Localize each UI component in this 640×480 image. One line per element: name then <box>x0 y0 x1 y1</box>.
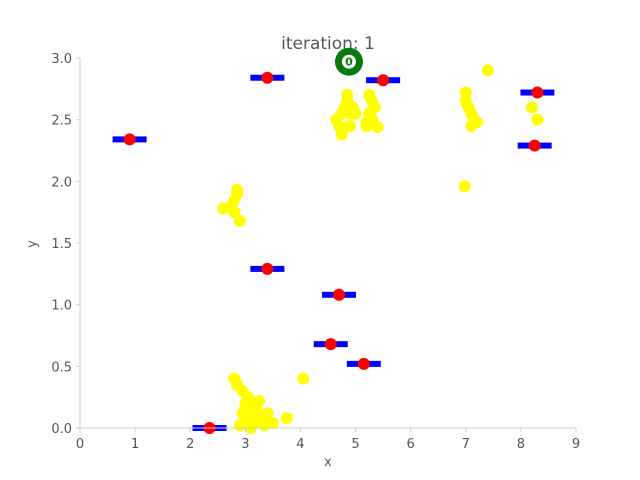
data-point <box>266 417 279 430</box>
y-tick-label: 2.5 <box>51 114 72 129</box>
y-tick-label: 3.0 <box>51 52 72 67</box>
x-tick-label: 7 <box>462 437 470 452</box>
green-marker-label: 0 <box>345 56 353 69</box>
data-point <box>253 394 266 407</box>
x-tick-label: 8 <box>517 437 525 452</box>
red-marker <box>333 288 346 301</box>
data-point <box>344 119 357 132</box>
data-point <box>360 116 373 129</box>
data-point <box>481 64 494 77</box>
y-tick-label: 0.5 <box>51 360 72 375</box>
y-tick-label: 1.0 <box>51 299 72 314</box>
data-point <box>242 391 255 404</box>
data-point <box>236 407 249 420</box>
data-point <box>458 180 471 193</box>
y-tick-label: 0.0 <box>51 422 72 437</box>
red-marker <box>261 71 274 84</box>
x-tick-label: 1 <box>131 437 139 452</box>
data-point <box>341 89 354 101</box>
x-axis-label: x <box>324 455 332 470</box>
data-point <box>531 113 544 126</box>
red-marker <box>531 86 544 99</box>
data-point <box>280 412 293 425</box>
red-marker <box>528 139 541 152</box>
y-tick-label: 1.5 <box>51 237 72 252</box>
red-marker <box>324 338 337 351</box>
x-tick-label: 5 <box>351 437 359 452</box>
data-point <box>261 407 274 420</box>
x-tick-label: 9 <box>572 437 580 452</box>
data-point <box>465 119 478 132</box>
green-marker-inner <box>341 54 356 69</box>
chart-title: iteration: 1 <box>281 34 375 54</box>
data-point <box>371 121 384 134</box>
x-tick-label: 2 <box>186 437 194 452</box>
data-point <box>228 372 241 385</box>
data-point <box>459 95 472 108</box>
x-tick-label: 3 <box>241 437 249 452</box>
data-point <box>228 206 241 219</box>
y-axis-label: y <box>25 240 40 248</box>
red-marker <box>261 262 274 275</box>
data-point <box>349 107 362 120</box>
data-point <box>459 86 472 99</box>
x-tick-label: 4 <box>296 437 304 452</box>
data-point <box>297 372 310 385</box>
data-point <box>335 128 348 141</box>
data-point <box>233 214 246 227</box>
red-marker <box>357 357 370 370</box>
x-tick-label: 0 <box>76 437 84 452</box>
red-marker <box>123 133 136 146</box>
data-point <box>363 89 376 101</box>
x-tick-label: 6 <box>407 437 415 452</box>
y-tick-label: 2.0 <box>51 175 72 190</box>
plot-area: 0 <box>112 47 555 434</box>
data-point <box>231 183 244 196</box>
red-marker <box>377 74 390 87</box>
axes: 0 1 2 3 4 5 6 7 8 9 0.0 0.5 1.0 1.5 2.0 2.5 3.0 <box>51 52 580 452</box>
data-point <box>525 101 538 114</box>
